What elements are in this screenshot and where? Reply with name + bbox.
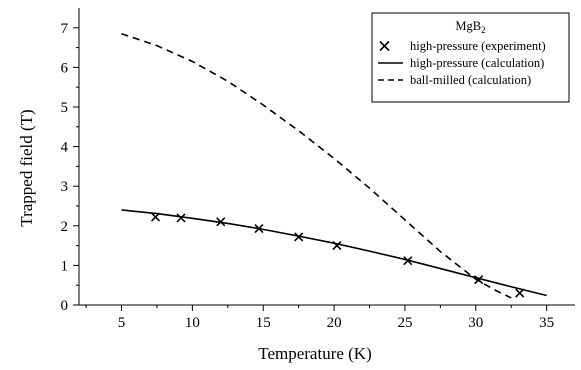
y-tick-label: 5 [61,100,69,116]
x-axis-title: Temperature (K) [258,344,372,363]
y-tick-label: 4 [61,140,69,156]
x-tick-label: 25 [397,315,412,331]
x-tick-label: 10 [185,315,200,331]
y-tick-label: 2 [61,219,69,235]
legend-title: MgB2 [455,19,485,35]
x-tick-label: 30 [468,315,483,331]
x-tick-label: 35 [539,315,554,331]
y-tick-label: 1 [61,258,69,274]
x-tick-label: 5 [118,315,126,331]
experiment-marker [515,288,525,298]
x-tick-label: 20 [327,315,342,331]
legend-marker-x [379,40,390,52]
experiment-marker [176,213,186,223]
high-pressure-calculation-line [121,209,547,297]
legend-box [371,12,570,103]
y-tick-label: 6 [61,60,69,76]
y-tick-label: 0 [61,298,69,314]
y-tick-label: 3 [61,179,69,195]
legend: MgB2 high-pressure (experiment) high-press… [371,12,570,103]
y-axis-title: Trapped field (T) [17,109,36,226]
legend-label: ball-milled (calculation) [410,73,531,87]
y-tick-label: 7 [61,21,69,37]
x-tick-label: 15 [256,315,271,331]
axes: 5 10 15 20 25 30 35 0 1 2 3 4 5 6 7 [61,8,575,331]
ball-milled-calculation-line [121,32,512,299]
plot-area [121,32,547,299]
legend-label: high-pressure (experiment) [410,39,546,53]
legend-label: high-pressure (calculation) [410,56,544,70]
